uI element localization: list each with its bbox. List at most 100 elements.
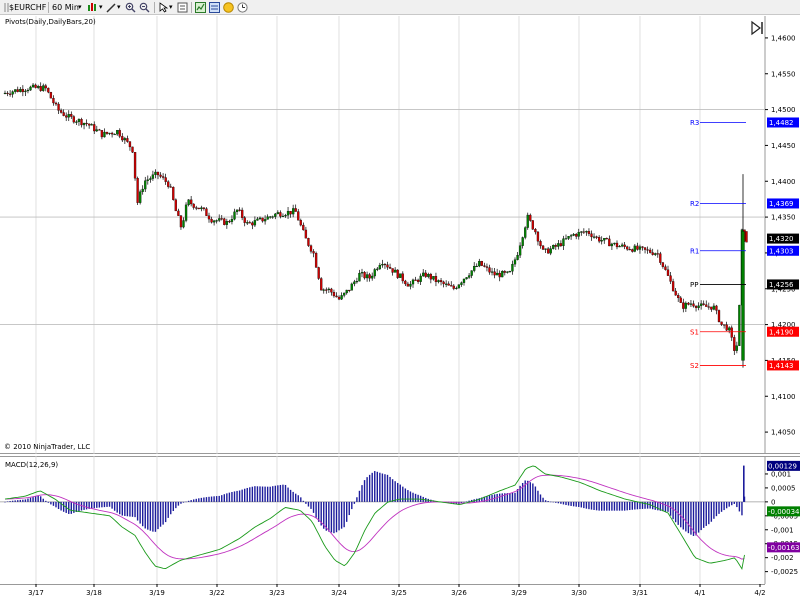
- candle-body: [460, 282, 463, 285]
- macd-hist-bar: [14, 500, 16, 502]
- strategies-icon[interactable]: [209, 2, 220, 13]
- interval-selector[interactable]: 60 Min: [52, 3, 79, 12]
- price-candle: [271, 215, 274, 219]
- cursor-icon[interactable]: [158, 2, 169, 13]
- candle-body: [350, 283, 353, 291]
- macd-hist-bar: [315, 501, 317, 518]
- drawing-dropdown-icon[interactable]: ▾: [117, 3, 121, 11]
- price-candle: [281, 213, 285, 217]
- price-candle: [31, 83, 35, 88]
- candle-body: [488, 267, 491, 273]
- interval-dropdown-icon[interactable]: ▾: [78, 3, 82, 11]
- time-tick-label: 3/17: [28, 589, 44, 597]
- bar-type-icon[interactable]: [87, 2, 98, 13]
- price-candle: [434, 272, 438, 287]
- macd-hist-bar: [567, 501, 570, 506]
- price-candle: [470, 270, 473, 279]
- instrument-selector[interactable]: $EURCHF: [9, 3, 47, 12]
- alerts-icon[interactable]: [223, 2, 234, 13]
- candle-body: [179, 215, 183, 228]
- macd-hist-bar: [555, 501, 557, 503]
- candle-body: [26, 89, 30, 92]
- macd-chart[interactable]: 0,0010,00050-0,0005-0,001-0,0015-0,002-0…: [0, 456, 800, 584]
- clock-icon[interactable]: [237, 2, 248, 13]
- macd-hist-bar: [565, 501, 567, 506]
- drag-handle-icon[interactable]: [2, 2, 13, 13]
- candle-body: [539, 241, 542, 247]
- bar-type-dropdown-icon[interactable]: ▾: [99, 3, 103, 11]
- candle-body: [725, 324, 728, 331]
- drawing-tool-icon[interactable]: [106, 2, 117, 13]
- macd-hist-bar: [667, 501, 669, 512]
- price-candle: [406, 281, 410, 287]
- macd-hist-bar: [136, 501, 139, 521]
- candle-body: [235, 209, 239, 213]
- price-candle: [179, 214, 183, 230]
- price-candle: [465, 277, 468, 280]
- price-candle: [174, 198, 178, 212]
- price-panel[interactable]: Pivots(Daily,DailyBars,20) 1,4600 1,4550 1…: [0, 16, 800, 454]
- zoom-out-icon[interactable]: [139, 2, 150, 13]
- candle-body: [590, 233, 593, 238]
- price-candle: [200, 205, 203, 212]
- price-candle: [549, 245, 552, 256]
- price-candle: [256, 217, 259, 221]
- price-candle: [567, 236, 570, 240]
- price-candle: [452, 284, 455, 291]
- candle-body: [276, 212, 280, 215]
- price-candle: [261, 217, 264, 223]
- macd-hist-bar: [481, 497, 483, 502]
- price-candle: [480, 260, 484, 267]
- candle-body: [414, 279, 417, 281]
- candle-body: [266, 216, 269, 220]
- price-candle: [297, 208, 300, 221]
- cursor-dropdown-icon[interactable]: ▾: [169, 3, 173, 11]
- macd-hist-bar: [289, 489, 292, 502]
- macd-hist-bar: [106, 501, 108, 507]
- price-candle: [388, 263, 392, 269]
- macd-hist-bar: [511, 492, 514, 502]
- scroll-to-end-icon[interactable]: [749, 20, 765, 36]
- price-candle: [692, 300, 695, 308]
- time-tick-label: 3/31: [632, 589, 648, 597]
- time-axis[interactable]: 3/17 3/18 3/19 3/22 3/23 3/24 3/25 3/26 3/29 3/30…: [0, 584, 800, 600]
- candle-body: [707, 306, 710, 308]
- macd-hist-bar: [371, 472, 373, 502]
- price-candle: [404, 279, 407, 286]
- candle-body: [628, 249, 631, 251]
- zoom-in-icon[interactable]: [125, 2, 136, 13]
- price-candle: [19, 87, 22, 93]
- candle-body: [195, 207, 198, 209]
- macd-panel[interactable]: MACD(12,26,9) 0,0010,00050-0,0005-0,001-…: [0, 456, 800, 584]
- candle-body: [258, 217, 262, 220]
- macd-hist-bar: [399, 484, 401, 502]
- price-candle: [299, 218, 302, 227]
- macd-signal-line: [4, 474, 745, 560]
- price-candle: [498, 270, 501, 282]
- indicators-icon[interactable]: [195, 2, 206, 13]
- price-candle: [118, 128, 121, 139]
- candle-body: [378, 264, 382, 270]
- candle-body: [717, 310, 721, 323]
- price-candle: [575, 232, 578, 240]
- candle-body: [302, 224, 305, 231]
- candle-body: [623, 244, 626, 247]
- price-candle: [569, 233, 573, 240]
- macd-hist-bar: [404, 488, 407, 502]
- macd-hist-bar: [269, 486, 271, 502]
- price-candle: [136, 176, 139, 206]
- macd-hist-bar: [111, 501, 113, 509]
- macd-hist-bar: [4, 501, 6, 503]
- macd-hist-bar: [60, 501, 62, 511]
- candle-body: [720, 321, 723, 325]
- macd-hist-bar: [113, 501, 116, 511]
- price-candle: [705, 300, 708, 307]
- candle-body: [80, 119, 83, 126]
- candle-body: [261, 217, 264, 222]
- price-chart[interactable]: 1,4600 1,4550 1,4500 1,4450 1,4400 1,4350 1,43…: [0, 16, 800, 454]
- candle-body: [172, 186, 175, 200]
- chart-properties-icon[interactable]: [177, 2, 188, 13]
- candle-body: [49, 92, 53, 99]
- price-candle: [246, 220, 249, 226]
- macd-hist-bar: [277, 485, 279, 502]
